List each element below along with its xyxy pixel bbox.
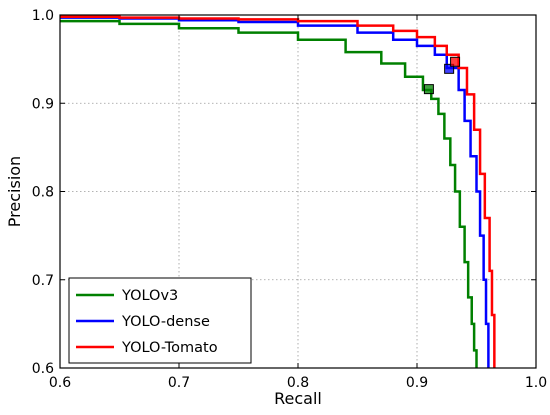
y-tick-label: 0.6: [32, 361, 54, 377]
legend: YOLOv3 YOLO-dense YOLO-Tomato: [68, 277, 252, 364]
x-axis-title: Recall: [274, 389, 322, 408]
operating-point-marker-2: [450, 56, 461, 67]
x-tick-label: 0.8: [287, 375, 309, 391]
operating-point-marker-1: [444, 63, 455, 74]
legend-label-0: YOLOv3: [121, 288, 178, 304]
y-tick-label: 1.0: [32, 8, 54, 24]
series-line-0: [60, 19, 478, 368]
operating-point-marker-0: [423, 84, 434, 95]
y-axis-title: Precision: [5, 156, 24, 227]
y-tick-label: 0.9: [32, 96, 54, 112]
x-tick-label: 0.9: [406, 375, 428, 391]
legend-label-2: YOLO-Tomato: [121, 340, 218, 356]
series-line-2: [60, 15, 496, 368]
legend-label-1: YOLO-dense: [121, 314, 210, 330]
series-layer: [60, 15, 496, 368]
y-tick-label: 0.8: [32, 185, 54, 201]
y-tick-label: 0.7: [32, 273, 54, 289]
x-tick-label: 0.7: [168, 375, 190, 391]
x-tick-label: 0.6: [49, 375, 71, 391]
x-tick-label: 1.0: [525, 375, 547, 391]
ticks: 0.6 0.7 0.8 0.9 1.0 0.6 0.7 0.8 0.9 1.0: [32, 8, 547, 391]
